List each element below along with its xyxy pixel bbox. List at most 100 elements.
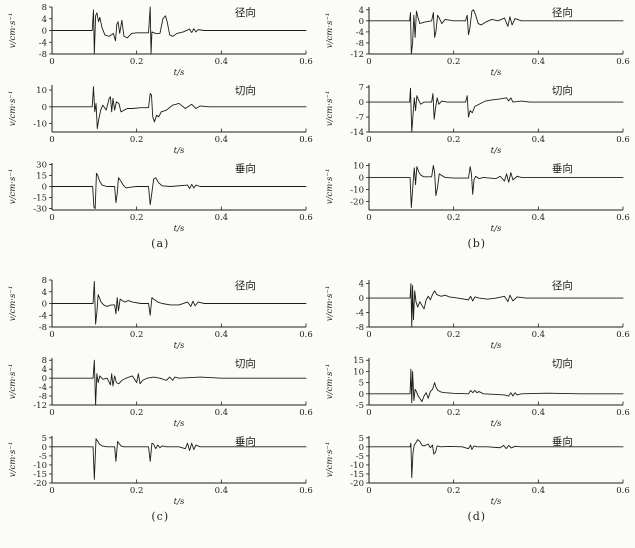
y-tick-label: 4	[42, 365, 47, 375]
y-tick-label: 0	[42, 103, 47, 113]
y-tick-label: 4	[42, 288, 47, 298]
waveform-trace	[51, 86, 307, 130]
y-tick-label: -8	[39, 323, 47, 333]
x-tick-label: 0.6	[616, 408, 630, 418]
x-axis-label: t/s	[174, 341, 185, 351]
y-tick-label: -15	[34, 194, 48, 204]
subplot-垂向: 50-5-10-15-200 0.2 0.4 0.6t/sv/cm·s⁻¹ 垂向	[8, 434, 313, 507]
x-tick-label: 0	[50, 330, 55, 340]
y-tick-label: 0	[358, 390, 363, 400]
x-tick-label: 0.6	[616, 330, 630, 340]
x-tick-label: 0	[366, 135, 371, 145]
x-tick-label: 0.6	[299, 57, 313, 67]
y-axis-label: v/cm·s⁻¹	[325, 91, 335, 126]
x-tick-label: 0.6	[616, 57, 630, 67]
x-tick-label: 0.6	[299, 408, 313, 418]
y-tick-label: -5	[39, 452, 47, 462]
panel-caption: (b)	[467, 237, 487, 250]
y-tick-label: 5	[358, 434, 363, 444]
y-axis-label: v/cm·s⁻¹	[8, 13, 18, 48]
y-axis-label: v/cm·s⁻¹	[325, 286, 335, 321]
y-axis-label: v/cm·s⁻¹	[325, 169, 335, 204]
y-tick-label: -7	[355, 113, 363, 123]
y-tick-label: -4	[39, 311, 47, 321]
subplot-切向: 840-4-8-120 0.2 0.4 0.6t/sv/cm·s⁻¹ 切向	[8, 356, 313, 429]
y-tick-label: -4	[39, 383, 47, 393]
y-tick-label: -10	[34, 120, 48, 130]
waveform-trace	[368, 164, 624, 209]
subplot-垂向: 50-5-10-15-200 0.2 0.4 0.6t/sv/cm·s⁻¹ 垂向	[325, 434, 630, 507]
x-axis-label: t/s	[174, 497, 185, 507]
x-tick-label: 0.2	[447, 57, 461, 67]
y-tick-label: -20	[350, 479, 364, 489]
y-tick-label: -12	[34, 401, 48, 411]
y-tick-label: -10	[34, 461, 48, 471]
waveform-trace	[51, 6, 307, 55]
x-tick-label: 0.6	[299, 135, 313, 145]
x-tick-label: 0	[366, 486, 371, 496]
waveform-trace	[368, 368, 624, 404]
y-tick-label: -10	[350, 461, 364, 471]
panel-a: 8 4 0 -4 -8 0 0.2 0.4 0.6 t/s v/cm·s⁻¹ 径向 10 0 -10 0 0.2…	[2, 2, 319, 275]
x-tick-label: 0	[366, 57, 371, 67]
trace-title: 径向	[235, 279, 256, 292]
x-tick-label: 0.2	[130, 486, 144, 496]
trace-title: 垂向	[235, 435, 256, 448]
y-tick-label: 10	[353, 367, 364, 377]
panel-caption: (c)	[151, 510, 170, 523]
x-tick-label: 0	[50, 408, 55, 418]
y-tick-label: 15	[353, 356, 364, 366]
y-axis-label: v/cm·s⁻¹	[325, 13, 335, 48]
y-tick-label: -8	[355, 323, 363, 333]
x-axis-label: t/s	[490, 68, 501, 78]
x-tick-label: 0.2	[130, 57, 144, 67]
x-tick-label: 0.4	[531, 330, 545, 340]
y-tick-label: 0	[42, 183, 47, 193]
y-axis-label: v/cm·s⁻¹	[8, 169, 18, 204]
x-axis-label: t/s	[490, 419, 501, 429]
waveform-trace	[51, 281, 307, 325]
x-axis-label: t/s	[174, 224, 185, 234]
x-tick-label: 0.2	[130, 213, 144, 223]
trace-title: 垂向	[235, 162, 256, 175]
panel-b: 4 0 -4 -8 -12 0 0.2 0.4 0.6 t/s v/cm·s⁻¹ 径向 7 0 -7 -14 0…	[319, 2, 635, 275]
x-tick-label: 0.6	[299, 330, 313, 340]
panel-c: 8 4 0 -4 -8 0 0.2 0.4 0.6 t/s v/cm·s⁻¹ 径向 8 4 0 -4 -8 -12…	[2, 275, 319, 548]
waveform-trace	[51, 359, 307, 406]
y-tick-label: 7	[358, 83, 363, 93]
y-tick-label: 0	[358, 17, 363, 27]
y-tick-label: -15	[34, 470, 48, 480]
y-tick-label: -8	[39, 50, 47, 60]
y-tick-label: 0	[358, 294, 363, 304]
x-tick-label: 0.2	[447, 486, 461, 496]
x-tick-label: 0.6	[616, 135, 630, 145]
subplot-径向: 40-4-8-120 0.2 0.4 0.6t/sv/cm·s⁻¹ 径向	[325, 6, 630, 78]
y-tick-label: 4	[42, 15, 47, 25]
x-tick-label: 0.6	[616, 213, 630, 223]
x-tick-label: 0.6	[616, 486, 630, 496]
x-tick-label: 0.6	[299, 213, 313, 223]
x-tick-label: 0.2	[130, 330, 144, 340]
waveform-trace	[51, 438, 307, 480]
x-tick-label: 0	[366, 408, 371, 418]
x-axis-label: t/s	[490, 341, 501, 351]
y-tick-label: -4	[355, 28, 363, 38]
y-axis-label: v/cm·s⁻¹	[8, 364, 18, 399]
trace-title: 切向	[235, 84, 256, 97]
x-tick-label: 0	[50, 135, 55, 145]
trace-title: 径向	[552, 279, 573, 292]
x-tick-label: 0.4	[531, 135, 545, 145]
y-tick-label: -4	[355, 309, 363, 319]
x-tick-label: 0	[366, 330, 371, 340]
y-tick-label: -8	[355, 39, 363, 49]
trace-title: 切向	[552, 357, 573, 370]
y-tick-label: 0	[42, 374, 47, 384]
waveform-trace	[368, 283, 624, 328]
subplot-切向: 70-7-140 0.2 0.4 0.6t/sv/cm·s⁻¹ 切向	[325, 83, 630, 156]
x-tick-label: 0.4	[531, 57, 545, 67]
x-tick-label: 0.6	[299, 486, 313, 496]
y-tick-label: -20	[350, 198, 364, 208]
x-tick-label: 0	[50, 213, 55, 223]
y-tick-label: 15	[36, 171, 47, 181]
